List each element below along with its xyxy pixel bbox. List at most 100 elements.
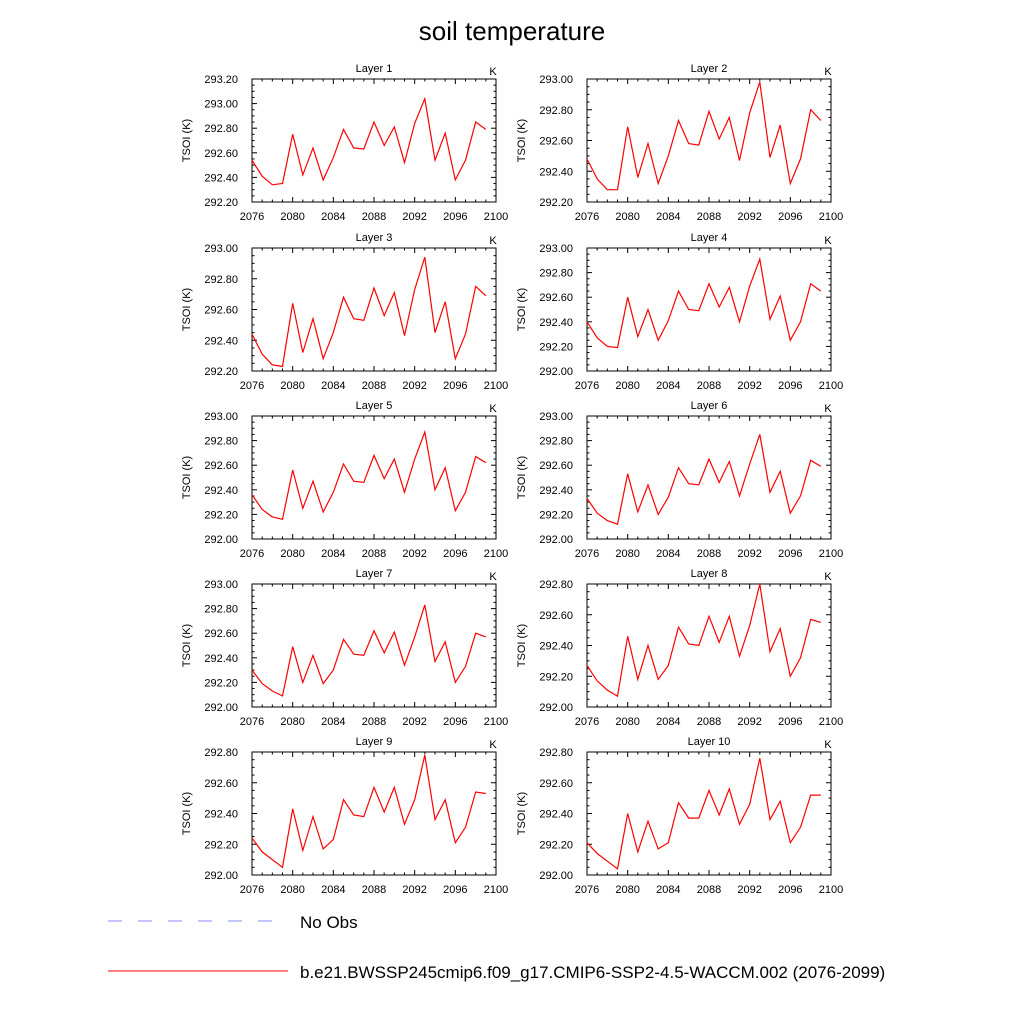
y-tick-label: 292.20 bbox=[539, 839, 573, 851]
unit-label: K bbox=[824, 66, 832, 78]
unit-label: K bbox=[489, 66, 497, 78]
y-tick-label: 292.00 bbox=[204, 702, 238, 714]
x-tick-label: 2092 bbox=[402, 884, 426, 896]
y-tick-label: 292.80 bbox=[539, 579, 573, 591]
y-tick-label: 292.20 bbox=[204, 509, 238, 521]
plot-frame bbox=[586, 751, 832, 876]
y-axis-label: TSOI (K) bbox=[181, 456, 193, 499]
y-tick-label: 292.20 bbox=[204, 197, 238, 209]
x-tick-label: 2100 bbox=[819, 716, 843, 728]
x-tick-label: 2084 bbox=[321, 211, 345, 223]
x-tick-label: 2096 bbox=[778, 884, 802, 896]
y-tick-label: 293.00 bbox=[539, 243, 573, 255]
plot-frame bbox=[586, 415, 832, 540]
x-tick-label: 2100 bbox=[484, 548, 508, 560]
panel: Layer 1 K TSOI (K) 292.20 292.40 292.60 292.80… bbox=[181, 63, 508, 223]
y-tick-label: 292.60 bbox=[539, 136, 573, 148]
series-line bbox=[251, 604, 487, 697]
x-tick-label: 2080 bbox=[280, 380, 304, 392]
panel-title: Layer 9 bbox=[356, 736, 393, 748]
x-tick-label: 2100 bbox=[484, 884, 508, 896]
x-tick-label: 2080 bbox=[615, 211, 639, 223]
y-tick-label: 292.40 bbox=[539, 166, 573, 178]
y-tick-label: 292.00 bbox=[539, 366, 573, 378]
panel-title: Layer 10 bbox=[688, 736, 731, 748]
y-tick-label: 292.20 bbox=[539, 509, 573, 521]
y-tick-label: 292.20 bbox=[539, 197, 573, 209]
x-tick-label: 2088 bbox=[362, 884, 386, 896]
y-tick-label: 292.40 bbox=[539, 485, 573, 497]
y-axis-label: TSOI (K) bbox=[516, 119, 528, 162]
y-tick-label: 292.40 bbox=[204, 653, 238, 665]
x-tick-label: 2080 bbox=[615, 716, 639, 728]
x-tick-label: 2100 bbox=[484, 380, 508, 392]
plot-frame bbox=[586, 583, 832, 708]
y-axis-label: TSOI (K) bbox=[181, 119, 193, 162]
y-axis-label: TSOI (K) bbox=[516, 288, 528, 331]
x-tick-label: 2080 bbox=[280, 548, 304, 560]
x-tick-label: 2092 bbox=[402, 211, 426, 223]
y-tick-label: 293.00 bbox=[204, 411, 238, 423]
panel-title: Layer 1 bbox=[356, 63, 393, 75]
x-tick-label: 2092 bbox=[737, 884, 761, 896]
x-tick-label: 2088 bbox=[362, 380, 386, 392]
x-tick-label: 2100 bbox=[819, 211, 843, 223]
x-tick-label: 2092 bbox=[402, 716, 426, 728]
y-tick-label: 292.20 bbox=[539, 341, 573, 353]
unit-label: K bbox=[489, 571, 497, 583]
series-line bbox=[586, 256, 822, 349]
x-tick-label: 2088 bbox=[697, 380, 721, 392]
x-tick-label: 2076 bbox=[240, 548, 264, 560]
x-tick-label: 2088 bbox=[697, 716, 721, 728]
panel: Layer 2 K TSOI (K) 292.20 292.40 292.60 292.80… bbox=[516, 63, 843, 223]
y-tick-label: 292.80 bbox=[204, 274, 238, 286]
x-tick-label: 2076 bbox=[575, 716, 599, 728]
panel: Layer 8 K TSOI (K) 292.00 292.20 292.40 292.60… bbox=[516, 568, 843, 728]
x-tick-label: 2084 bbox=[321, 884, 345, 896]
panel-title: Layer 6 bbox=[691, 400, 728, 412]
x-tick-label: 2084 bbox=[321, 716, 345, 728]
series-line bbox=[251, 429, 487, 521]
y-tick-label: 292.80 bbox=[204, 436, 238, 448]
y-tick-label: 293.00 bbox=[204, 243, 238, 255]
x-tick-label: 2088 bbox=[697, 548, 721, 560]
y-axis-label: TSOI (K) bbox=[516, 792, 528, 835]
x-tick-label: 2096 bbox=[778, 211, 802, 223]
y-tick-label: 292.80 bbox=[539, 747, 573, 759]
y-axis-label: TSOI (K) bbox=[181, 792, 193, 835]
y-tick-label: 292.80 bbox=[539, 105, 573, 117]
x-tick-label: 2096 bbox=[443, 380, 467, 392]
y-tick-label: 293.20 bbox=[204, 74, 238, 86]
series-line bbox=[586, 81, 822, 191]
panel-title: Layer 7 bbox=[356, 568, 393, 580]
x-tick-label: 2080 bbox=[615, 884, 639, 896]
y-tick-label: 292.60 bbox=[539, 778, 573, 790]
x-tick-label: 2080 bbox=[280, 716, 304, 728]
x-tick-label: 2076 bbox=[575, 548, 599, 560]
x-tick-label: 2096 bbox=[778, 380, 802, 392]
x-tick-label: 2084 bbox=[656, 211, 680, 223]
x-tick-label: 2092 bbox=[737, 548, 761, 560]
x-tick-label: 2096 bbox=[778, 716, 802, 728]
series-line bbox=[586, 434, 822, 525]
panel: Layer 3 K TSOI (K) 292.20 292.40 292.60 292.80… bbox=[181, 232, 508, 392]
x-tick-label: 2100 bbox=[484, 716, 508, 728]
y-tick-label: 292.80 bbox=[204, 747, 238, 759]
x-tick-label: 2084 bbox=[321, 380, 345, 392]
y-tick-label: 292.60 bbox=[539, 292, 573, 304]
panel: Layer 9 K TSOI (K) 292.00 292.20 292.40 292.60… bbox=[181, 736, 508, 896]
x-tick-label: 2096 bbox=[443, 548, 467, 560]
plot-frame bbox=[586, 78, 832, 203]
panel: Layer 4 K TSOI (K) 292.00 292.20 292.40 292.60… bbox=[516, 232, 843, 392]
y-tick-label: 292.80 bbox=[539, 268, 573, 280]
panel-title: Layer 2 bbox=[691, 63, 728, 75]
plot-frame bbox=[251, 583, 497, 708]
panel-title: Layer 8 bbox=[691, 568, 728, 580]
y-tick-label: 292.20 bbox=[204, 839, 238, 851]
panel-title: Layer 3 bbox=[356, 232, 393, 244]
x-tick-label: 2096 bbox=[443, 211, 467, 223]
x-tick-label: 2076 bbox=[240, 716, 264, 728]
y-tick-label: 292.40 bbox=[539, 809, 573, 821]
x-tick-label: 2092 bbox=[737, 380, 761, 392]
